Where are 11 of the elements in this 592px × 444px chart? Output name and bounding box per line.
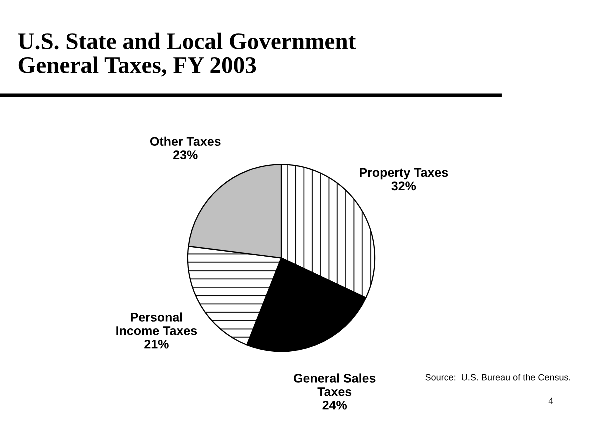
slice-label: Personal Income Taxes xyxy=(116,312,198,336)
data-label: 24% xyxy=(322,400,348,410)
slice-label: Property Taxes xyxy=(360,168,448,180)
data-label: 21% xyxy=(144,340,169,349)
slice-label: General Sales Taxes xyxy=(294,374,376,396)
text: 4 xyxy=(548,398,554,404)
data-label: 23% xyxy=(174,150,198,160)
data-label: 32% xyxy=(392,182,416,191)
slice-label: Other Taxes xyxy=(150,136,221,146)
source-note: Source: U.S. Bureau of the Census. xyxy=(426,374,570,381)
chart-title: U.S. State and Local Government General Taxes, FY 2003 xyxy=(18,32,356,77)
